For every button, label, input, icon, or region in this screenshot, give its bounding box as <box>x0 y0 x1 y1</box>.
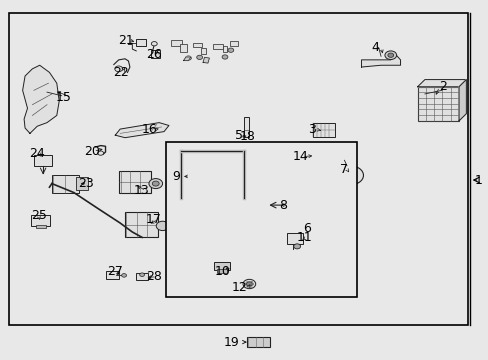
Circle shape <box>122 274 126 277</box>
Bar <box>52 175 79 193</box>
Circle shape <box>384 51 396 59</box>
Polygon shape <box>315 148 331 164</box>
Circle shape <box>185 56 191 60</box>
Bar <box>216 269 227 273</box>
Text: 10: 10 <box>214 265 230 278</box>
Text: 2: 2 <box>439 80 447 93</box>
Polygon shape <box>361 54 400 67</box>
Circle shape <box>222 55 227 59</box>
Circle shape <box>149 179 162 189</box>
Circle shape <box>347 174 352 177</box>
Bar <box>9 13 467 325</box>
Polygon shape <box>183 57 190 60</box>
Bar <box>31 215 50 226</box>
Text: 13: 13 <box>133 184 149 197</box>
Bar <box>136 39 145 45</box>
Text: 12: 12 <box>231 281 247 294</box>
Text: 24: 24 <box>29 147 44 159</box>
Circle shape <box>151 41 157 46</box>
Text: 8: 8 <box>278 199 286 212</box>
Bar <box>105 271 119 279</box>
Text: 21: 21 <box>118 33 133 47</box>
Text: 11: 11 <box>296 231 311 244</box>
Bar <box>171 40 182 45</box>
Bar <box>214 262 229 270</box>
Text: 19: 19 <box>224 336 239 348</box>
Circle shape <box>156 221 168 230</box>
Bar <box>34 155 52 166</box>
Circle shape <box>337 166 363 185</box>
Bar <box>212 44 222 49</box>
Polygon shape <box>458 80 466 121</box>
Text: 27: 27 <box>107 265 122 278</box>
Text: 7: 7 <box>339 163 347 176</box>
Polygon shape <box>22 65 59 134</box>
Bar <box>165 142 356 297</box>
Text: 26: 26 <box>146 48 162 61</box>
Bar <box>76 177 88 190</box>
Bar <box>222 46 227 51</box>
Bar <box>180 44 187 51</box>
Circle shape <box>227 48 233 52</box>
Text: 16: 16 <box>142 123 158 136</box>
Text: 15: 15 <box>55 91 71 104</box>
Bar <box>36 225 45 228</box>
Circle shape <box>98 151 103 155</box>
Bar <box>287 233 303 244</box>
Bar <box>125 212 158 237</box>
Circle shape <box>246 282 252 286</box>
Text: 28: 28 <box>146 270 162 283</box>
Circle shape <box>196 55 202 59</box>
Text: 18: 18 <box>239 130 255 144</box>
Text: 14: 14 <box>292 150 307 163</box>
Polygon shape <box>203 57 209 63</box>
Bar <box>312 123 334 137</box>
Circle shape <box>344 171 356 180</box>
Text: 6: 6 <box>303 222 310 235</box>
Text: 20: 20 <box>84 145 100 158</box>
Bar <box>243 117 249 137</box>
Bar <box>417 87 458 121</box>
Circle shape <box>243 279 255 289</box>
Bar <box>193 42 202 47</box>
Circle shape <box>140 273 144 276</box>
Bar <box>229 41 237 45</box>
Bar <box>246 337 270 347</box>
Bar <box>136 273 148 280</box>
Circle shape <box>152 181 159 186</box>
Text: 23: 23 <box>78 177 93 190</box>
Text: 25: 25 <box>31 210 47 222</box>
Bar <box>151 50 159 58</box>
Text: 1: 1 <box>474 174 482 186</box>
Bar <box>168 200 244 289</box>
Bar <box>200 48 206 54</box>
Polygon shape <box>115 123 168 138</box>
Text: 9: 9 <box>172 170 180 183</box>
Polygon shape <box>417 80 466 87</box>
Circle shape <box>293 244 300 249</box>
Circle shape <box>115 66 122 72</box>
Bar <box>119 171 151 193</box>
Text: 5: 5 <box>234 129 242 142</box>
Circle shape <box>387 53 393 57</box>
Text: 22: 22 <box>113 66 128 79</box>
Text: 4: 4 <box>370 41 378 54</box>
Text: 17: 17 <box>146 213 162 226</box>
Text: 3: 3 <box>307 123 315 136</box>
